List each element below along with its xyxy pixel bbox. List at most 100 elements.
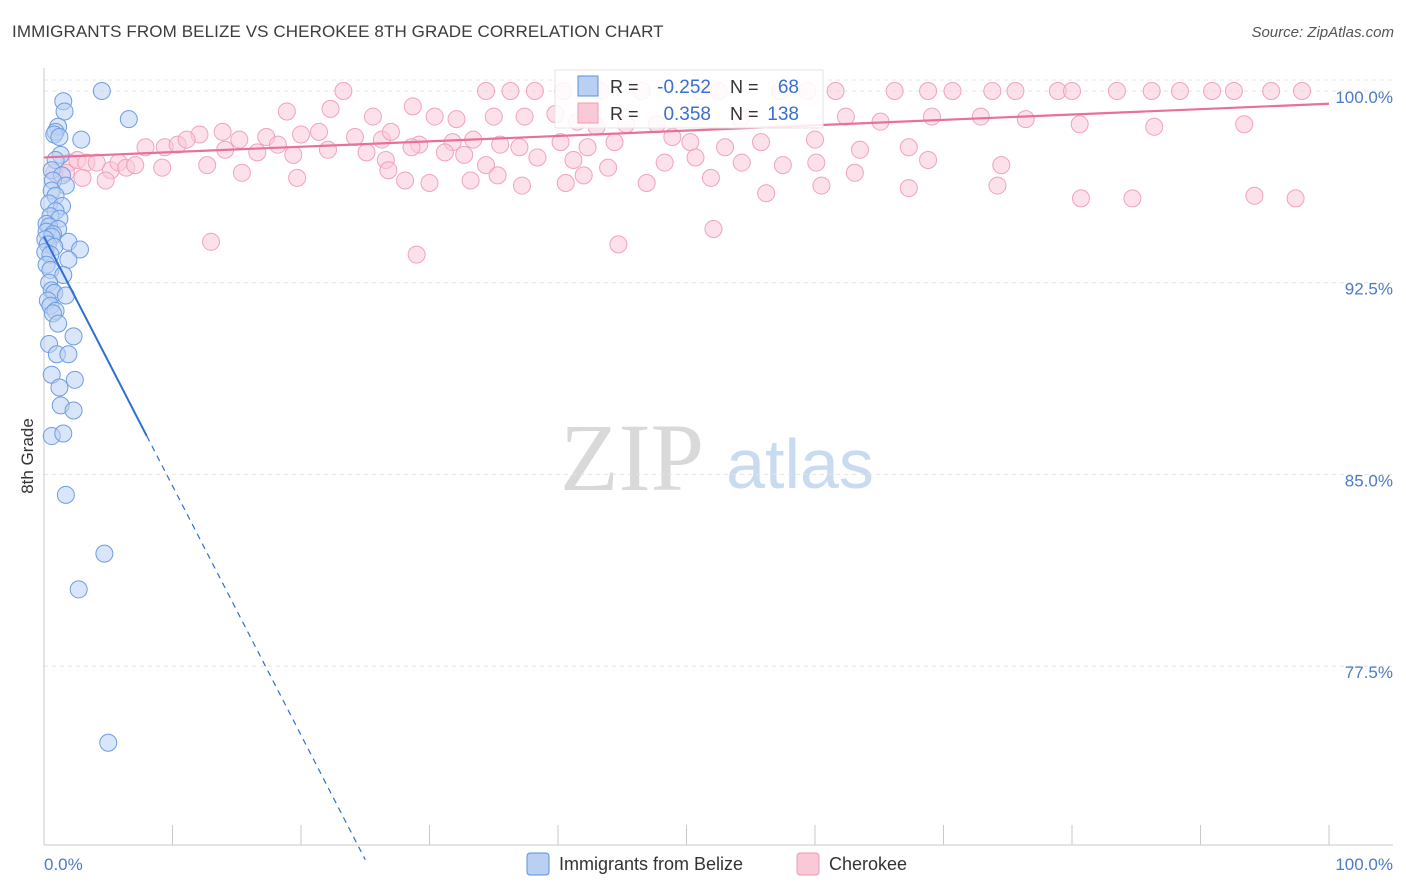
stats-legend-frame	[554, 69, 824, 129]
point-cherokee-26	[403, 97, 422, 116]
y-tick-label-3: 77.5%	[1345, 663, 1393, 682]
point-cherokee-25	[1293, 82, 1312, 101]
point-belize-59	[56, 485, 75, 504]
point-belize-51	[59, 345, 78, 364]
point-cherokee-109	[198, 156, 217, 175]
point-cherokee-53	[309, 122, 328, 141]
legend-label-cherokee: Cherokee	[829, 854, 907, 874]
point-belize-3	[119, 110, 138, 129]
point-cherokee-81	[357, 143, 376, 162]
point-cherokee-119	[574, 166, 593, 185]
point-cherokee-3	[525, 82, 544, 101]
point-cherokee-20	[1142, 82, 1161, 101]
point-cherokee-1	[477, 82, 496, 101]
point-belize-61	[69, 580, 88, 599]
watermark-atlas: atlas	[726, 425, 874, 503]
stats-legend: R = -0.252 N = 68 R = 0.358 N = 138	[554, 69, 824, 129]
point-cherokee-131	[202, 232, 221, 251]
stats-n-value-2: 138	[767, 104, 799, 125]
point-cherokee-45	[1070, 115, 1089, 134]
point-cherokee-132	[407, 245, 426, 264]
point-cherokee-120	[637, 174, 656, 193]
point-cherokee-71	[899, 138, 918, 157]
point-cherokee-49	[213, 122, 232, 141]
point-cherokee-78	[268, 135, 287, 154]
point-belize-7	[50, 128, 69, 147]
point-cherokee-94	[807, 153, 826, 172]
point-cherokee-96	[992, 156, 1011, 175]
stats-r-value-1: -0.252	[657, 77, 711, 98]
point-belize-60	[95, 544, 114, 563]
point-cherokee-107	[96, 171, 115, 190]
point-belize-8	[72, 130, 91, 149]
point-cherokee-87	[528, 148, 547, 167]
point-cherokee-30	[425, 107, 444, 126]
point-cherokee-126	[988, 176, 1007, 195]
point-cherokee-92	[732, 153, 751, 172]
point-cherokee-50	[230, 130, 249, 149]
point-cherokee-40	[836, 107, 855, 126]
point-cherokee-16	[1006, 82, 1025, 101]
point-belize-53	[65, 370, 84, 389]
point-belize-56	[64, 401, 83, 420]
point-cherokee-62	[551, 133, 570, 152]
trend-line-belize	[43, 236, 148, 437]
point-cherokee-77	[248, 143, 267, 162]
point-cherokee-88	[564, 151, 583, 170]
point-belize-48	[64, 327, 83, 346]
x-tick-label-min: 0.0%	[44, 855, 83, 874]
stats-r-label-1: R =	[610, 77, 639, 97]
y-tick-label-2: 85.0%	[1345, 471, 1393, 490]
point-cherokee-89	[599, 158, 618, 177]
point-cherokee-110	[232, 163, 251, 182]
x-ticks	[43, 825, 1330, 845]
point-cherokee-67	[716, 138, 735, 157]
point-cherokee-116	[488, 166, 507, 185]
point-cherokee-117	[513, 176, 532, 195]
point-cherokee-24	[1262, 82, 1281, 101]
point-cherokee-104	[126, 156, 145, 175]
point-cherokee-121	[701, 168, 720, 187]
point-cherokee-85	[455, 145, 474, 164]
point-cherokee-52	[292, 125, 310, 144]
point-cherokee-0	[334, 82, 353, 101]
point-cherokee-18	[1063, 82, 1081, 101]
point-cherokee-56	[381, 122, 400, 141]
point-cherokee-29	[363, 107, 382, 126]
stats-n-label-1: N =	[730, 77, 759, 97]
stats-r-value-2: 0.358	[663, 104, 711, 125]
point-cherokee-19	[1107, 82, 1126, 101]
point-cherokee-2	[501, 82, 520, 101]
point-cherokee-42	[922, 107, 941, 126]
point-cherokee-113	[396, 171, 415, 190]
point-cherokee-111	[288, 168, 307, 187]
point-cherokee-72	[136, 138, 155, 157]
point-cherokee-112	[379, 161, 398, 180]
point-cherokee-43	[971, 107, 990, 126]
point-cherokee-95	[919, 151, 938, 170]
point-cherokee-122	[757, 184, 776, 203]
legend-swatch-belize	[526, 852, 550, 876]
point-cherokee-32	[484, 107, 503, 126]
legend-label-belize: Immigrants from Belize	[559, 854, 743, 874]
trend-line-belize-extrapolated	[146, 435, 366, 860]
point-cherokee-14	[943, 82, 962, 101]
point-belize-35	[59, 250, 78, 269]
stats-n-value-1: 68	[778, 77, 799, 98]
axes	[43, 68, 1393, 846]
point-cherokee-80	[318, 140, 337, 159]
point-cherokee-84	[435, 143, 454, 162]
point-cherokee-28	[321, 99, 340, 118]
point-cherokee-128	[1123, 189, 1142, 208]
point-cherokee-91	[686, 148, 705, 167]
point-cherokee-54	[345, 128, 364, 147]
point-cherokee-60	[491, 135, 510, 154]
point-cherokee-115	[461, 171, 480, 190]
point-belize-2	[55, 102, 74, 121]
point-cherokee-44	[1016, 110, 1035, 129]
legend-swatch-cherokee	[796, 852, 820, 876]
trend-lines	[43, 102, 1330, 860]
point-cherokee-130	[1286, 189, 1305, 208]
point-cherokee-33	[515, 107, 534, 126]
point-cherokee-63	[578, 138, 597, 157]
